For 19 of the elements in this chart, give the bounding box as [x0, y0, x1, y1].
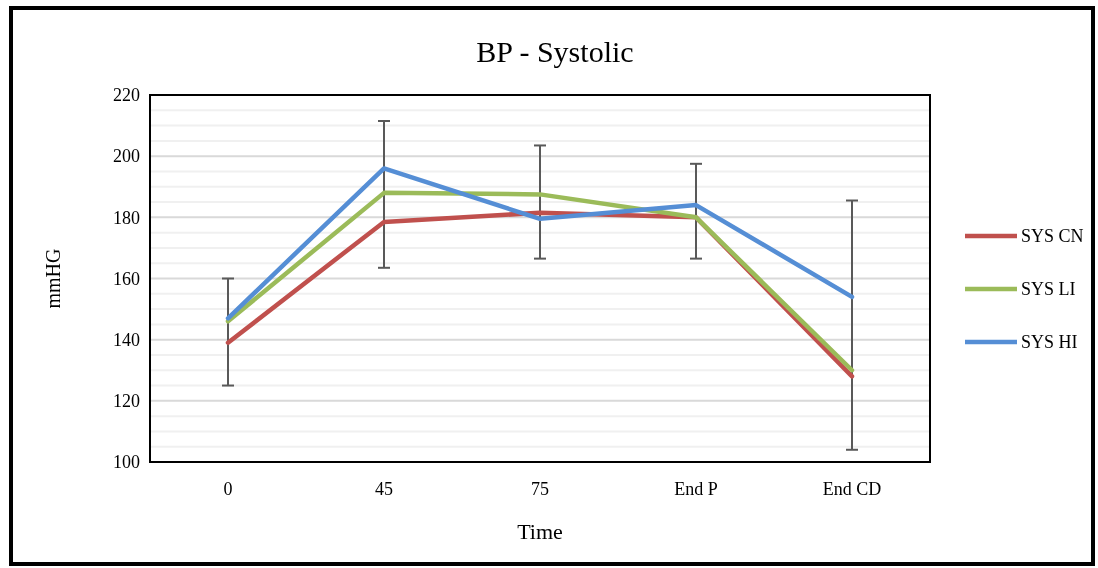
x-tick-label: End CD — [822, 479, 882, 499]
y-tick-label: 200 — [113, 146, 140, 167]
legend-label: SYS CN — [1021, 226, 1084, 247]
y-axis-title: mmHG — [42, 248, 64, 309]
line-series — [225, 166, 855, 321]
y-tick-label: 120 — [113, 391, 140, 412]
y-tick-label: 180 — [113, 207, 140, 228]
x-tick-label: 0 — [223, 479, 233, 499]
x-tick-label: 45 — [375, 479, 393, 499]
legend-label: SYS HI — [1021, 332, 1078, 353]
y-tick-label: 140 — [113, 329, 140, 350]
legend-label: SYS LI — [1021, 279, 1076, 300]
x-tick-label: End P — [674, 479, 718, 499]
x-axis-title: Time — [517, 519, 563, 544]
x-tick-label: 75 — [531, 479, 549, 499]
y-tick-label: 220 — [113, 85, 140, 106]
y-tick-label: 100 — [113, 452, 140, 473]
chart-title: BP - Systolic — [476, 35, 634, 68]
y-tick-label: 160 — [113, 268, 140, 289]
